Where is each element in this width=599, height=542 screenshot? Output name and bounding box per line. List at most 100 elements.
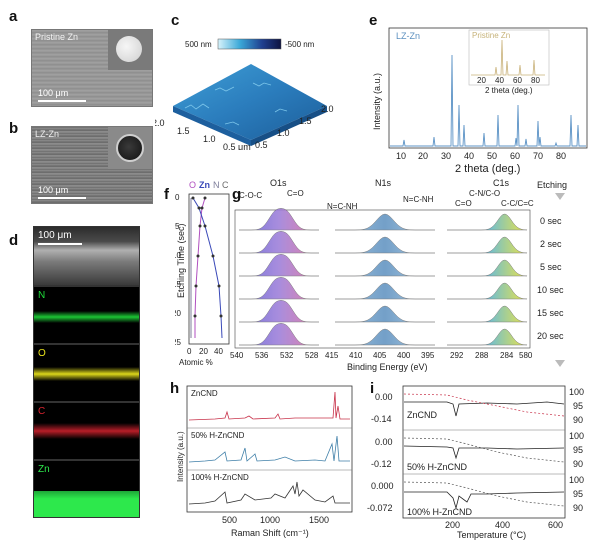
eds-map-zn: Zn xyxy=(33,460,140,518)
xrd-xtick-2: 30 xyxy=(441,151,451,161)
g-xtick-c-3: 580 xyxy=(519,351,533,360)
tga-xtick-1: 400 xyxy=(495,520,510,530)
g-xtick-c-2: 284 xyxy=(500,351,514,360)
eds-band-o xyxy=(34,367,139,381)
raman-line-zncnd xyxy=(188,391,350,421)
xps-peak-row-3-group-0 xyxy=(239,277,319,300)
g-xtick-n-1: 410 xyxy=(349,351,363,360)
xps-xlabel: Binding Energy (eV) xyxy=(347,362,428,372)
depth-line-o xyxy=(194,197,206,338)
afm-surface-right-side xyxy=(251,106,327,146)
afm-left-tick-1: 1.5 xyxy=(177,126,190,136)
etch-0: 0 sec xyxy=(540,216,562,226)
legend-c: C xyxy=(222,180,229,190)
etch-4: 15 sec xyxy=(537,308,564,318)
afm-surface-texture xyxy=(184,82,288,126)
scale-bar-label-d: 100 μm xyxy=(38,230,72,241)
xps-peak-row-3-group-2 xyxy=(447,282,528,300)
scale-bar-label-a: 100 μm xyxy=(38,88,69,98)
xps-peak-row-3-group-1 xyxy=(335,282,435,300)
annot-c-n-c-o: C-N/C-O xyxy=(469,189,500,198)
annot-c-o-c: C-O-C xyxy=(239,191,262,200)
eds-band-zn xyxy=(34,491,139,517)
xrd-xtick-6: 70 xyxy=(533,151,543,161)
scale-bar-label-b: 100 μm xyxy=(38,185,69,195)
lz-zn-disc xyxy=(116,134,144,162)
scale-bar-d xyxy=(38,243,82,245)
xrd-series-tag: LZ-Zn xyxy=(396,31,420,41)
afm-left-tick-3: 0.5 μm xyxy=(223,142,251,150)
eds-map-c: C xyxy=(33,402,140,460)
f-ytick-1: 5 xyxy=(175,222,180,231)
xrd-ylabel: Intensity (a.u.) xyxy=(372,73,382,130)
dsc-line-2 xyxy=(404,491,565,510)
panel-label-d: d xyxy=(9,232,19,249)
etch-5: 20 sec xyxy=(537,331,564,341)
tga-l-0-0: 0.00 xyxy=(375,392,393,402)
etch-1: 2 sec xyxy=(540,239,562,249)
afm-surface-left-side xyxy=(173,106,251,146)
xps-peak-row-2-group-0 xyxy=(239,254,319,277)
panel-label-f: f xyxy=(164,186,169,203)
afm-right-tick-0: 0.5 xyxy=(255,140,268,150)
depth-profile-frame xyxy=(188,193,230,345)
tga-l-1-1: -0.12 xyxy=(371,459,392,469)
xps-peak-row-1-group-2 xyxy=(447,236,528,254)
panel-label-h: h xyxy=(170,380,180,397)
afm-surface-top xyxy=(173,64,327,140)
tga-r-2-0: 100 xyxy=(569,475,584,485)
annot-n-c-nh-right: N=C-NH xyxy=(403,195,434,204)
g-xtick-n-3: 400 xyxy=(397,351,411,360)
raman-line-100 xyxy=(188,481,350,505)
f-xtick-0: 0 xyxy=(187,347,192,356)
xrd-pattern-pristine-zn xyxy=(471,39,545,76)
afm-right-tick-1: 1.0 xyxy=(277,128,290,138)
xrd-xlabel: 2 theta (deg.) xyxy=(455,163,520,175)
xrd-xtick-5: 60 xyxy=(510,151,520,161)
g-xtick-c-1: 288 xyxy=(475,351,489,360)
annot-n-c-nh-left: N=C-NH xyxy=(327,202,358,211)
xps-peak-row-1-group-1 xyxy=(335,236,435,254)
pristine-zn-photo-inset xyxy=(108,30,152,70)
eds-band-n xyxy=(34,311,139,323)
xps-peak-row-2-group-1 xyxy=(335,259,435,277)
eds-label-zn: Zn xyxy=(38,464,50,475)
dsc-line-1 xyxy=(403,445,565,460)
panel-label-a: a xyxy=(9,8,18,25)
xrd-inset-xlabel: 2 theta (deg.) xyxy=(485,86,533,95)
raman-frame xyxy=(186,385,353,513)
etch-arrow-top-icon xyxy=(555,193,565,200)
f-ytick-0: 0 xyxy=(175,193,180,202)
xps-peak-row-2-group-2 xyxy=(447,259,528,277)
xps-frame xyxy=(234,209,531,349)
g-xtick-n-0: 415 xyxy=(325,351,339,360)
xps-peak-row-5-group-0 xyxy=(239,323,319,346)
xrd-frame xyxy=(388,27,588,149)
xps-header-c1s: C1s xyxy=(493,178,510,188)
xrd-pattern-lz-zn xyxy=(390,54,586,147)
xps-header-n1s: N1s xyxy=(375,178,392,188)
xps-peak-row-4-group-0 xyxy=(239,300,319,323)
tga-series-2: 100% H-ZnCND xyxy=(407,507,473,517)
lz-zn-tag: LZ-Zn xyxy=(35,129,60,139)
f-ytick-4: 20 xyxy=(175,309,181,318)
xrd-inset-tag: Pristine Zn xyxy=(472,31,510,40)
panel-label-e: e xyxy=(369,12,378,29)
panel-label-g: g xyxy=(232,186,242,203)
tga-series-1: 50% H-ZnCND xyxy=(407,462,468,472)
annot-c-eq-o-c1s: C=O xyxy=(455,199,472,208)
depth-profile-xlabel: Atomic % xyxy=(179,358,213,367)
panel-label-i: i xyxy=(370,380,375,397)
cross-section-sem: 100 μm xyxy=(33,226,140,286)
xps-peak-row-5-group-2 xyxy=(447,328,528,346)
etching-times: 0 sec 2 sec 5 sec 10 sec 15 sec 20 sec xyxy=(537,216,564,341)
tga-r-0-1: 95 xyxy=(573,401,583,411)
tga-l-0-1: -0.14 xyxy=(371,414,392,424)
colorbar xyxy=(217,38,282,50)
xps-peak-row-5-group-1 xyxy=(335,328,435,346)
lz-zn-micrograph: LZ-Zn 100 μm xyxy=(31,126,153,204)
etch-3: 10 sec xyxy=(537,285,564,295)
tga-xtick-0: 200 xyxy=(445,520,460,530)
tga-left-ticks: 0.00 -0.14 0.00 -0.12 0.000 -0.072 xyxy=(367,392,394,513)
xrd-inset-frame xyxy=(468,29,550,86)
